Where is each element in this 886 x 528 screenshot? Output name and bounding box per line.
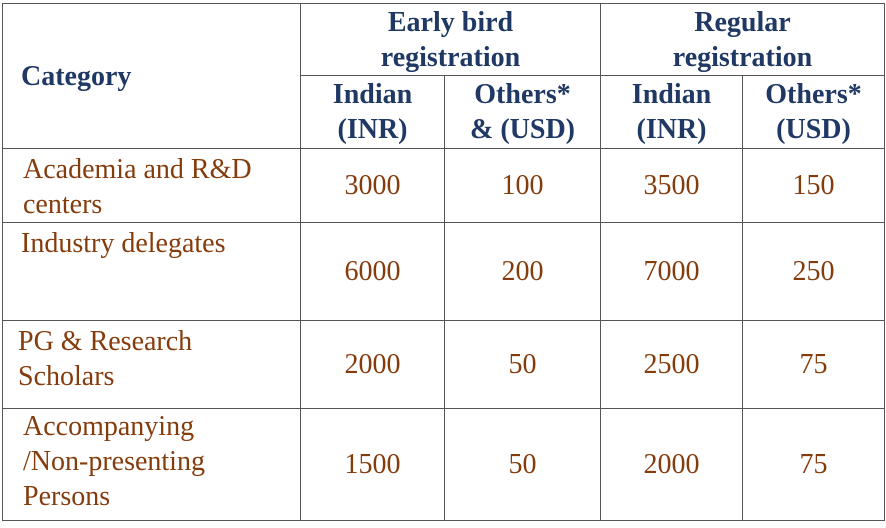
early-others-header-label: Others* & (USD) [470, 79, 575, 145]
category-header-label: Category [21, 60, 132, 92]
early-bird-header-label: Early bird registration [380, 6, 521, 73]
early-indian-header-label: Indian (INR) [332, 79, 413, 145]
early-indian-cell: 2000 [300, 320, 445, 409]
regular-others-cell: 150 [742, 148, 885, 223]
regular-others-cell: 75 [742, 320, 885, 409]
category-cell: Academia and R&D centers [2, 148, 301, 223]
regular-indian-header-label: Indian (INR) [631, 79, 712, 145]
early-bird-header: Early bird registration [300, 3, 601, 76]
table-row: PG & Research Scholars 2000 50 2500 75 [2, 320, 885, 409]
category-header: Category [2, 3, 301, 149]
table-row: Industry delegates 6000 200 7000 250 [2, 222, 885, 321]
early-indian-cell: 1500 [300, 408, 445, 521]
regular-indian-cell: 2500 [600, 320, 743, 409]
early-indian-header: Indian (INR) [300, 75, 445, 149]
regular-others-header: Others* (USD) [742, 75, 885, 149]
regular-indian-cell: 2000 [600, 408, 743, 521]
category-cell: PG & Research Scholars [2, 320, 301, 409]
category-label: Industry delegates [21, 228, 226, 259]
category-label: PG & Research Scholars [18, 326, 193, 392]
category-label: Accompanying /Non-presenting Persons [23, 411, 205, 512]
header-row-sub: Indian (INR) Others* & (USD) Indian (INR… [3, 75, 885, 149]
category-label: Academia and R&D centers [23, 154, 252, 220]
early-indian-cell: 6000 [300, 222, 445, 321]
table-row: Academia and R&D centers 3000 100 3500 1… [2, 148, 885, 223]
regular-indian-cell: 3500 [600, 148, 743, 223]
early-indian-cell: 3000 [300, 148, 445, 223]
regular-header: Regular registration [600, 3, 885, 76]
regular-others-cell: 75 [742, 408, 885, 521]
early-others-header: Others* & (USD) [444, 75, 601, 149]
table-row: Accompanying /Non-presenting Persons 150… [2, 408, 885, 521]
early-others-cell: 50 [444, 408, 601, 521]
category-cell: Industry delegates [2, 222, 301, 321]
category-cell: Accompanying /Non-presenting Persons [2, 408, 301, 521]
regular-header-label: Regular registration [672, 6, 813, 73]
registration-fee-table: Category Early bird registration Regular… [2, 3, 885, 521]
early-others-cell: 50 [444, 320, 601, 409]
regular-others-header-label: Others* (USD) [765, 79, 862, 145]
early-others-cell: 100 [444, 148, 601, 223]
header-row-top: Category Early bird registration Regular… [2, 3, 885, 149]
regular-others-cell: 250 [742, 222, 885, 321]
regular-indian-header: Indian (INR) [600, 75, 743, 149]
early-others-cell: 200 [444, 222, 601, 321]
regular-indian-cell: 7000 [600, 222, 743, 321]
